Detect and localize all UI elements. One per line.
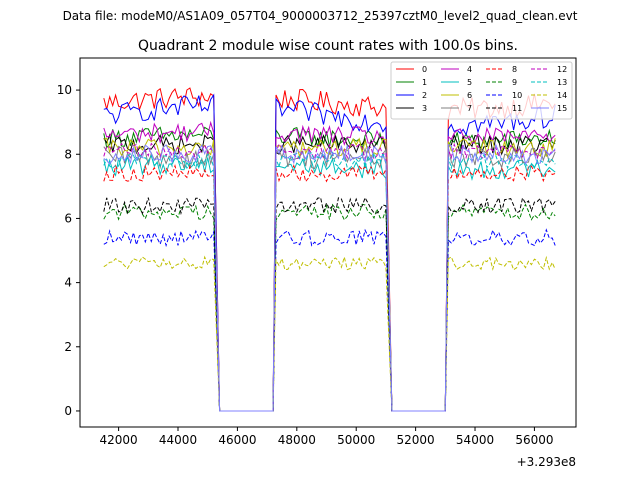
x-tick-label: 54000: [456, 433, 494, 447]
suptitle: Data file: modeM0/AS1A09_057T04_90000037…: [63, 9, 578, 23]
y-tick-label: 10: [57, 83, 72, 97]
x-tick-label: 48000: [278, 433, 316, 447]
legend-label-2: 2: [422, 91, 427, 100]
legend-label-8: 8: [512, 65, 517, 74]
x-tick-label: 50000: [337, 433, 375, 447]
y-tick-label: 2: [64, 340, 72, 354]
legend-label-4: 4: [467, 65, 472, 74]
y-tick-label: 6: [64, 211, 72, 225]
legend-label-11: 11: [512, 104, 522, 113]
x-tick-label: 42000: [100, 433, 138, 447]
series-line-2: [103, 93, 556, 412]
y-tick-label: 8: [64, 147, 72, 161]
legend-label-13: 13: [557, 78, 567, 87]
x-tick-label: 44000: [159, 433, 197, 447]
series-layer: [103, 87, 556, 412]
legend-label-15: 15: [557, 104, 567, 113]
series-line-15: [103, 143, 556, 412]
x-axis: 42000 44000 46000 48000 50000 52000 54000 56000: [100, 427, 554, 447]
series-line-14: [103, 255, 556, 412]
y-axis: 0 2 4 6 8 10: [57, 83, 80, 418]
legend-label-6: 6: [467, 91, 472, 100]
series-line-9: [103, 202, 556, 412]
legend-label-12: 12: [557, 65, 567, 74]
series-line-3: [103, 133, 556, 412]
series-line-11: [103, 196, 556, 412]
legend-label-5: 5: [467, 78, 472, 87]
series-line-12: [103, 142, 556, 412]
legend-label-1: 1: [422, 78, 427, 87]
plot-frame: [79, 57, 577, 428]
series-line-7: [103, 145, 556, 412]
series-line-13: [103, 151, 556, 412]
x-tick-label: 56000: [515, 433, 553, 447]
legend-label-9: 9: [512, 78, 517, 87]
series-line-4: [103, 120, 556, 412]
legend-label-7: 7: [467, 104, 472, 113]
legend-label-10: 10: [512, 91, 522, 100]
series-line-6: [103, 137, 556, 412]
x-offset-label: +3.293e8: [517, 455, 576, 469]
series-line-10: [103, 228, 556, 412]
y-tick-label: 4: [64, 276, 72, 290]
series-line-5: [103, 154, 556, 412]
legend-label-0: 0: [422, 65, 427, 74]
series-line-8: [103, 164, 556, 412]
legend-box: [390, 61, 573, 120]
x-tick-label: 46000: [218, 433, 256, 447]
series-line-0: [103, 87, 556, 412]
legend-label-3: 3: [422, 104, 427, 113]
plot-area: [79, 57, 577, 428]
y-tick-label: 0: [64, 404, 72, 418]
chart-title: Quadrant 2 module wise count rates with …: [138, 38, 518, 54]
x-tick-label: 52000: [397, 433, 435, 447]
legend-label-14: 14: [557, 91, 567, 100]
